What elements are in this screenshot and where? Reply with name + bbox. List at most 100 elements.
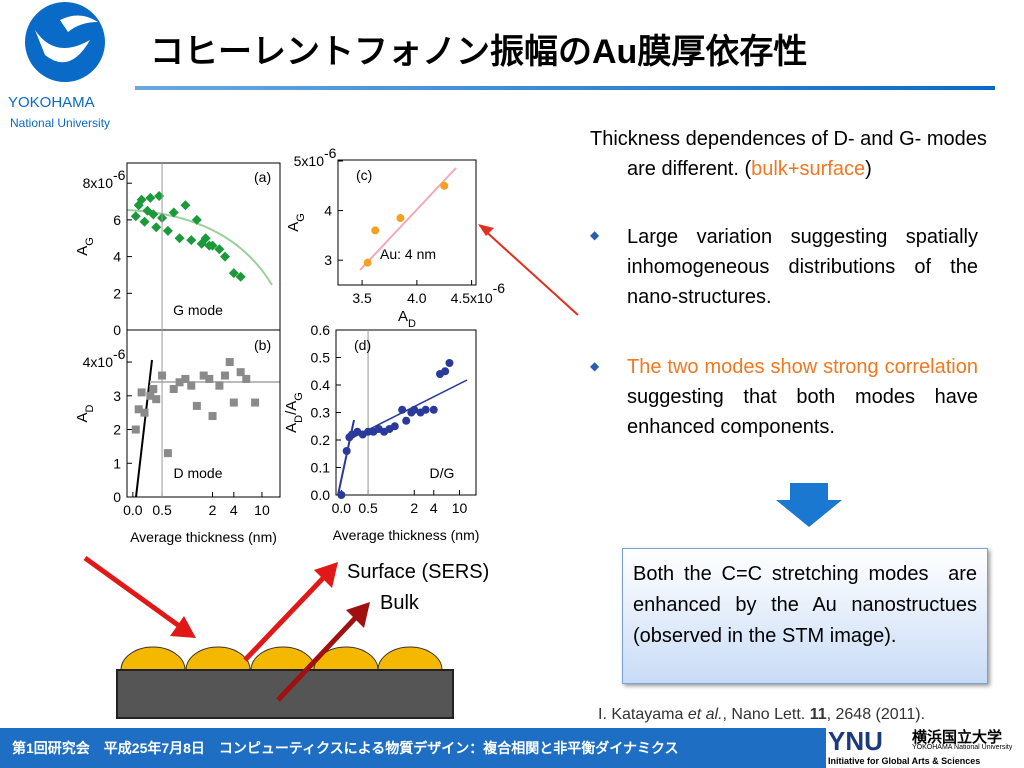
point [200,233,211,244]
text: , 2648 (2011). [826,706,926,723]
point [207,240,218,251]
point [180,200,191,211]
y-tick-label: 0.1 [311,460,331,476]
point [215,381,224,390]
y-tick-label: 3 [113,388,121,404]
x-tick-label: 2 [410,500,418,516]
point [235,271,246,282]
bulk-arrow [276,611,362,702]
text: Thickness dependences of D- and G- modes… [590,128,987,180]
ynu-en: YOKOHAMA National University [912,744,1013,751]
ynu-jp: 横浜国立大学 [912,729,1003,746]
y-tick-label: 4x10 [83,354,114,370]
arrow-head [170,616,196,638]
panel-note: G mode [173,302,223,318]
panel-note: D mode [173,465,222,481]
x-tick-exponent: -6 [493,280,506,296]
text: The two modes show strong correlation [627,356,978,378]
panel-label: (c) [356,167,372,183]
note-box: Both the C=C stretching modes are enhanc… [622,548,988,684]
axis-label: AG [285,213,307,232]
ynu-logo: YNU [828,726,883,756]
point [162,225,173,236]
point [199,371,208,380]
axis-label-part: D [408,318,416,330]
point [228,268,239,279]
bullet: ◆ [590,359,600,373]
x-tick-label: 4.5x10 [451,290,493,306]
x-tick-label: 4 [230,502,238,518]
point [146,391,155,400]
y-tick-label: 4 [324,203,332,219]
y-tick-label: 5x10 [294,153,325,169]
point [219,251,230,262]
logo-text: YOKOHAMA [8,94,95,111]
y-tick-label: 2 [113,422,121,438]
logo-text: National University [10,116,111,130]
y-tick-label: 0.6 [311,322,331,338]
y-tick-exponent: -6 [113,167,126,183]
point [152,395,161,404]
point [371,226,380,235]
intro-text: Thickness dependences of D- and G- modes… [590,124,1015,184]
point [131,425,140,434]
point [186,235,197,246]
axis-label-part: D [293,415,305,423]
point [134,405,143,414]
plot-frame [335,329,477,496]
point [145,192,156,203]
y-tick-label: 3 [324,252,332,268]
y-tick-label: 0.4 [311,377,331,393]
point [154,191,165,202]
point [187,381,196,390]
text: 11 [809,706,827,723]
incident-arrow [83,555,184,631]
axis-label: AG [74,237,96,256]
point [136,194,147,205]
point [214,244,225,255]
label: Bulk [380,592,419,614]
surface-arrow [243,571,330,662]
x-tick-label: 4.0 [407,290,427,306]
x-tick-label: 0.5 [358,500,378,516]
fit-line [135,359,153,498]
title-rule [135,86,995,90]
point [169,385,178,394]
axis-label-part: G [293,392,305,401]
point [251,398,260,407]
point [140,408,149,417]
pointer-arrow [481,227,579,316]
point [205,374,214,383]
text: bulk+surface [751,158,866,180]
arrow-head [314,562,338,588]
axis-label-part: G [84,237,96,246]
x-tick-label: 0.0 [123,502,143,518]
point [236,368,245,377]
panel-label: (a) [254,169,271,185]
label: Surface (SERS) [347,561,490,583]
y-tick-label: 0.3 [311,405,331,421]
point [130,211,141,222]
point [139,216,150,227]
x-tick-label: 10 [254,502,270,518]
x-tick-label: 4 [430,500,438,516]
y-tick-label: 1 [113,455,121,471]
y-tick-label: 0 [113,322,121,338]
point [229,398,238,407]
axis-label: AD [398,308,416,330]
panel-label: (d) [354,337,371,353]
text: et al. [687,706,723,723]
x-tick-label: 10 [452,500,468,516]
point [208,412,217,421]
text: , Nano Lett. [722,706,810,723]
axis-label-part: /A [283,401,300,415]
axis-label-part: A [398,308,408,325]
axis-label-part: A [285,222,302,232]
logo-swoosh [35,30,90,63]
point [337,491,346,499]
point [148,209,159,220]
point [163,449,172,458]
point [445,359,454,367]
